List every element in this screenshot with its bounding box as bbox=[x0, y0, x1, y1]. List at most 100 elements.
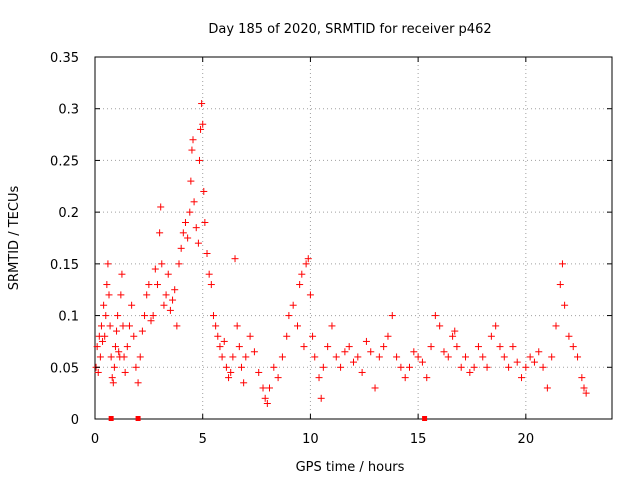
data-point bbox=[199, 120, 207, 128]
data-point bbox=[143, 291, 151, 299]
data-point bbox=[259, 384, 267, 392]
data-point bbox=[166, 306, 174, 314]
plot-area bbox=[92, 56, 613, 421]
data-point bbox=[492, 322, 500, 330]
data-point bbox=[427, 343, 435, 351]
data-point bbox=[222, 363, 230, 371]
y-tick-label: 0.15 bbox=[50, 258, 79, 273]
data-point bbox=[388, 312, 396, 320]
data-point bbox=[451, 327, 459, 335]
data-point bbox=[341, 348, 349, 356]
data-point bbox=[293, 322, 301, 330]
data-point bbox=[209, 312, 217, 320]
data-point bbox=[470, 363, 478, 371]
data-point bbox=[110, 363, 118, 371]
data-point bbox=[539, 363, 547, 371]
data-point bbox=[332, 353, 340, 361]
data-point bbox=[108, 374, 116, 382]
data-point bbox=[205, 270, 213, 278]
data-point bbox=[300, 343, 308, 351]
x-axis-label: GPS time / hours bbox=[296, 460, 405, 475]
data-point bbox=[582, 389, 590, 397]
data-point bbox=[147, 317, 155, 325]
data-point bbox=[283, 332, 291, 340]
data-point bbox=[440, 348, 448, 356]
data-point bbox=[444, 353, 452, 361]
data-point bbox=[237, 363, 245, 371]
data-points bbox=[92, 100, 590, 407]
data-point bbox=[177, 244, 185, 252]
data-point bbox=[107, 353, 115, 361]
data-point bbox=[522, 363, 530, 371]
y-tick-label: 0.3 bbox=[58, 103, 79, 118]
data-point bbox=[186, 208, 194, 216]
data-point bbox=[375, 353, 383, 361]
data-point bbox=[134, 379, 142, 387]
data-point bbox=[384, 332, 392, 340]
data-point bbox=[123, 343, 131, 351]
data-point bbox=[328, 322, 336, 330]
data-point bbox=[216, 343, 224, 351]
data-point bbox=[304, 255, 312, 263]
data-point bbox=[93, 343, 101, 351]
data-point bbox=[302, 260, 310, 268]
data-point bbox=[418, 358, 426, 366]
y-tick-label: 0.1 bbox=[58, 310, 79, 325]
data-point bbox=[194, 239, 202, 247]
data-point bbox=[158, 260, 166, 268]
data-point bbox=[278, 353, 286, 361]
data-point bbox=[306, 291, 314, 299]
data-point bbox=[138, 327, 146, 335]
data-point bbox=[543, 384, 551, 392]
data-point bbox=[240, 379, 248, 387]
data-point bbox=[102, 312, 110, 320]
data-point bbox=[350, 358, 357, 366]
data-point bbox=[130, 332, 138, 340]
data-point bbox=[235, 343, 243, 351]
data-point bbox=[401, 374, 409, 382]
x-tick-label: 20 bbox=[518, 432, 535, 447]
data-point bbox=[449, 332, 457, 340]
data-point bbox=[509, 343, 517, 351]
data-point bbox=[453, 343, 461, 351]
data-point bbox=[169, 296, 177, 304]
data-point bbox=[115, 348, 123, 356]
data-point bbox=[474, 343, 482, 351]
axis-markers bbox=[108, 416, 428, 421]
data-point bbox=[496, 343, 504, 351]
data-point bbox=[190, 198, 198, 206]
axis-marker bbox=[135, 416, 141, 421]
data-point bbox=[548, 353, 556, 361]
data-point bbox=[145, 281, 153, 289]
data-point bbox=[105, 291, 113, 299]
data-point bbox=[173, 322, 181, 330]
data-point bbox=[103, 281, 111, 289]
data-point bbox=[505, 363, 513, 371]
data-point bbox=[578, 374, 586, 382]
data-point bbox=[414, 353, 422, 361]
data-point bbox=[104, 260, 112, 268]
data-point bbox=[565, 332, 573, 340]
data-point bbox=[518, 374, 526, 382]
data-point bbox=[128, 301, 136, 309]
data-point bbox=[261, 394, 269, 402]
data-point bbox=[552, 322, 560, 330]
axis-marker bbox=[108, 416, 114, 421]
data-point bbox=[113, 327, 121, 335]
data-point bbox=[580, 384, 588, 392]
x-tick-label: 5 bbox=[199, 432, 207, 447]
data-point bbox=[201, 218, 209, 226]
data-point bbox=[233, 322, 241, 330]
data-point bbox=[431, 312, 439, 320]
y-tick-label: 0.2 bbox=[58, 206, 79, 221]
data-point bbox=[574, 353, 582, 361]
data-point bbox=[397, 363, 405, 371]
data-point bbox=[483, 363, 491, 371]
data-point bbox=[317, 394, 325, 402]
grid bbox=[95, 57, 612, 419]
data-point bbox=[198, 100, 206, 108]
data-point bbox=[160, 301, 168, 309]
data-point bbox=[179, 229, 187, 237]
data-point bbox=[513, 358, 521, 366]
data-point bbox=[212, 322, 220, 330]
